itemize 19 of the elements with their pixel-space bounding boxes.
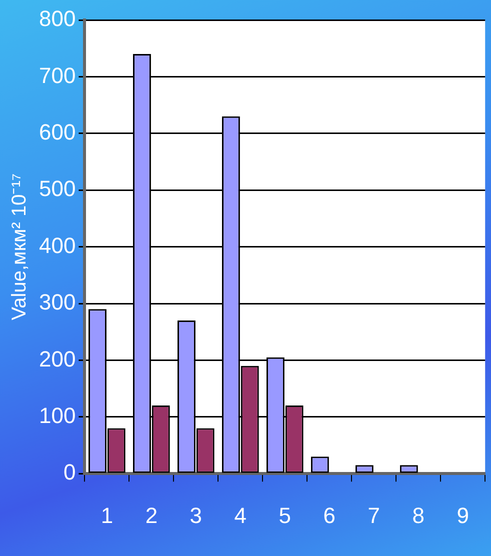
x-tick-label: 2 [145,502,158,528]
y-tick-label: 0 [63,460,76,485]
x-tick-label: 5 [278,502,292,528]
y-tick-label: 800 [38,6,76,32]
y-tick-label: 100 [38,402,76,428]
x-tick-label: 8 [412,502,425,528]
y-tick-label: 400 [38,232,76,258]
x-tick-label: 3 [190,502,202,528]
y-tick-label: 200 [38,346,76,372]
y-tick-label: 700 [38,62,76,88]
x-tick-label: 7 [368,502,380,528]
x-tick-label: 1 [100,502,114,528]
x-tick-label: 4 [234,502,247,528]
y-tick-label: 500 [38,176,76,202]
y-tick-label: 600 [38,119,76,144]
y-axis-title: Value,мкм² 10⁻¹⁷ [8,173,31,320]
y-tick-label: 300 [38,290,76,315]
x-tick-label: 9 [456,502,470,528]
x-tick-label: 6 [323,502,336,528]
